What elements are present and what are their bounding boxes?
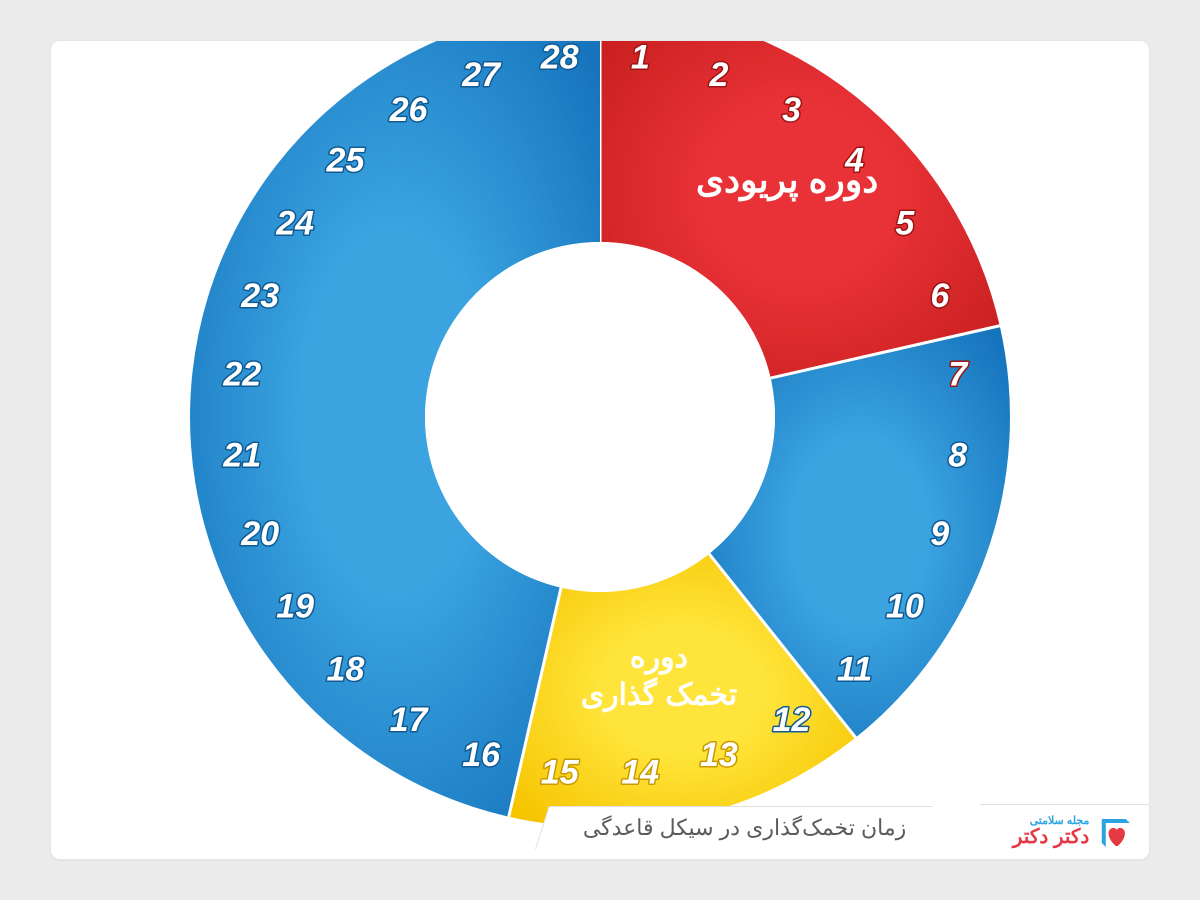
heart-icon xyxy=(1096,813,1134,851)
day-label-11: 11 xyxy=(837,651,872,689)
day-label-12: 12 xyxy=(773,701,811,739)
day-label-25: 25 xyxy=(326,142,366,180)
caption-bar: زمان تخمک‌گذاری در سیکل قاعدگی xyxy=(535,806,933,849)
day-label-4: 4 xyxy=(844,142,864,180)
cycle-donut-chart: دوره پریودیدورهتخمک گذاری123456789101112… xyxy=(160,40,1040,857)
day-label-7: 7 xyxy=(948,356,969,394)
day-label-6: 6 xyxy=(930,277,950,315)
day-label-19: 19 xyxy=(276,588,314,626)
day-label-3: 3 xyxy=(782,91,801,129)
brand-text: مجله سلامتی دکتر دکتر xyxy=(1013,816,1090,849)
day-label-14: 14 xyxy=(621,754,659,792)
day-label-18: 18 xyxy=(327,651,365,689)
day-label-15: 15 xyxy=(541,754,580,792)
day-label-5: 5 xyxy=(895,205,915,243)
day-label-17: 17 xyxy=(390,701,430,739)
day-label-16: 16 xyxy=(462,736,501,774)
day-label-26: 26 xyxy=(389,91,429,129)
day-label-23: 23 xyxy=(240,277,279,315)
day-label-1: 1 xyxy=(631,40,650,77)
day-label-28: 28 xyxy=(540,40,579,77)
day-label-21: 21 xyxy=(222,437,261,475)
infographic-card: دوره پریودیدورهتخمک گذاری123456789101112… xyxy=(50,40,1150,860)
day-label-9: 9 xyxy=(930,515,949,553)
footer-bar: زمان تخمک‌گذاری در سیکل قاعدگی مجله سلام… xyxy=(51,789,1149,859)
brand-logo: مجله سلامتی دکتر دکتر xyxy=(962,804,1150,859)
day-label-20: 20 xyxy=(240,515,279,553)
caption-text: زمان تخمک‌گذاری در سیکل قاعدگی xyxy=(582,815,905,841)
day-label-27: 27 xyxy=(461,56,502,94)
day-label-10: 10 xyxy=(886,588,924,626)
day-label-24: 24 xyxy=(275,205,314,243)
brand-name: دکتر دکتر xyxy=(1013,827,1090,848)
day-label-22: 22 xyxy=(222,356,261,394)
day-label-13: 13 xyxy=(700,736,738,774)
day-label-2: 2 xyxy=(708,56,728,94)
day-label-8: 8 xyxy=(948,437,967,475)
